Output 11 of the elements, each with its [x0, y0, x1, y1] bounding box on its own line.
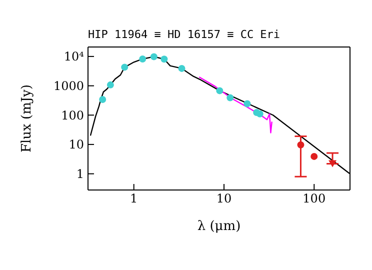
y-tick-label: 1 — [76, 167, 84, 182]
x-tick-label: 1 — [130, 192, 138, 206]
x-tick-label: 10 — [216, 192, 232, 206]
chart-title: HIP 11964 ≡ HD 16157 ≡ CC Eri — [88, 28, 280, 41]
y-tick-label: 1000 — [53, 79, 84, 94]
y-tick-label: 10 — [68, 138, 84, 152]
x-axis-title: λ (μm) — [197, 219, 241, 234]
y-tick-label: 10⁴ — [64, 50, 84, 64]
x-tick-label: 100 — [302, 192, 326, 206]
y-tick-label: 100 — [61, 108, 84, 122]
y-axis-title: Flux (mJy) — [20, 84, 35, 153]
